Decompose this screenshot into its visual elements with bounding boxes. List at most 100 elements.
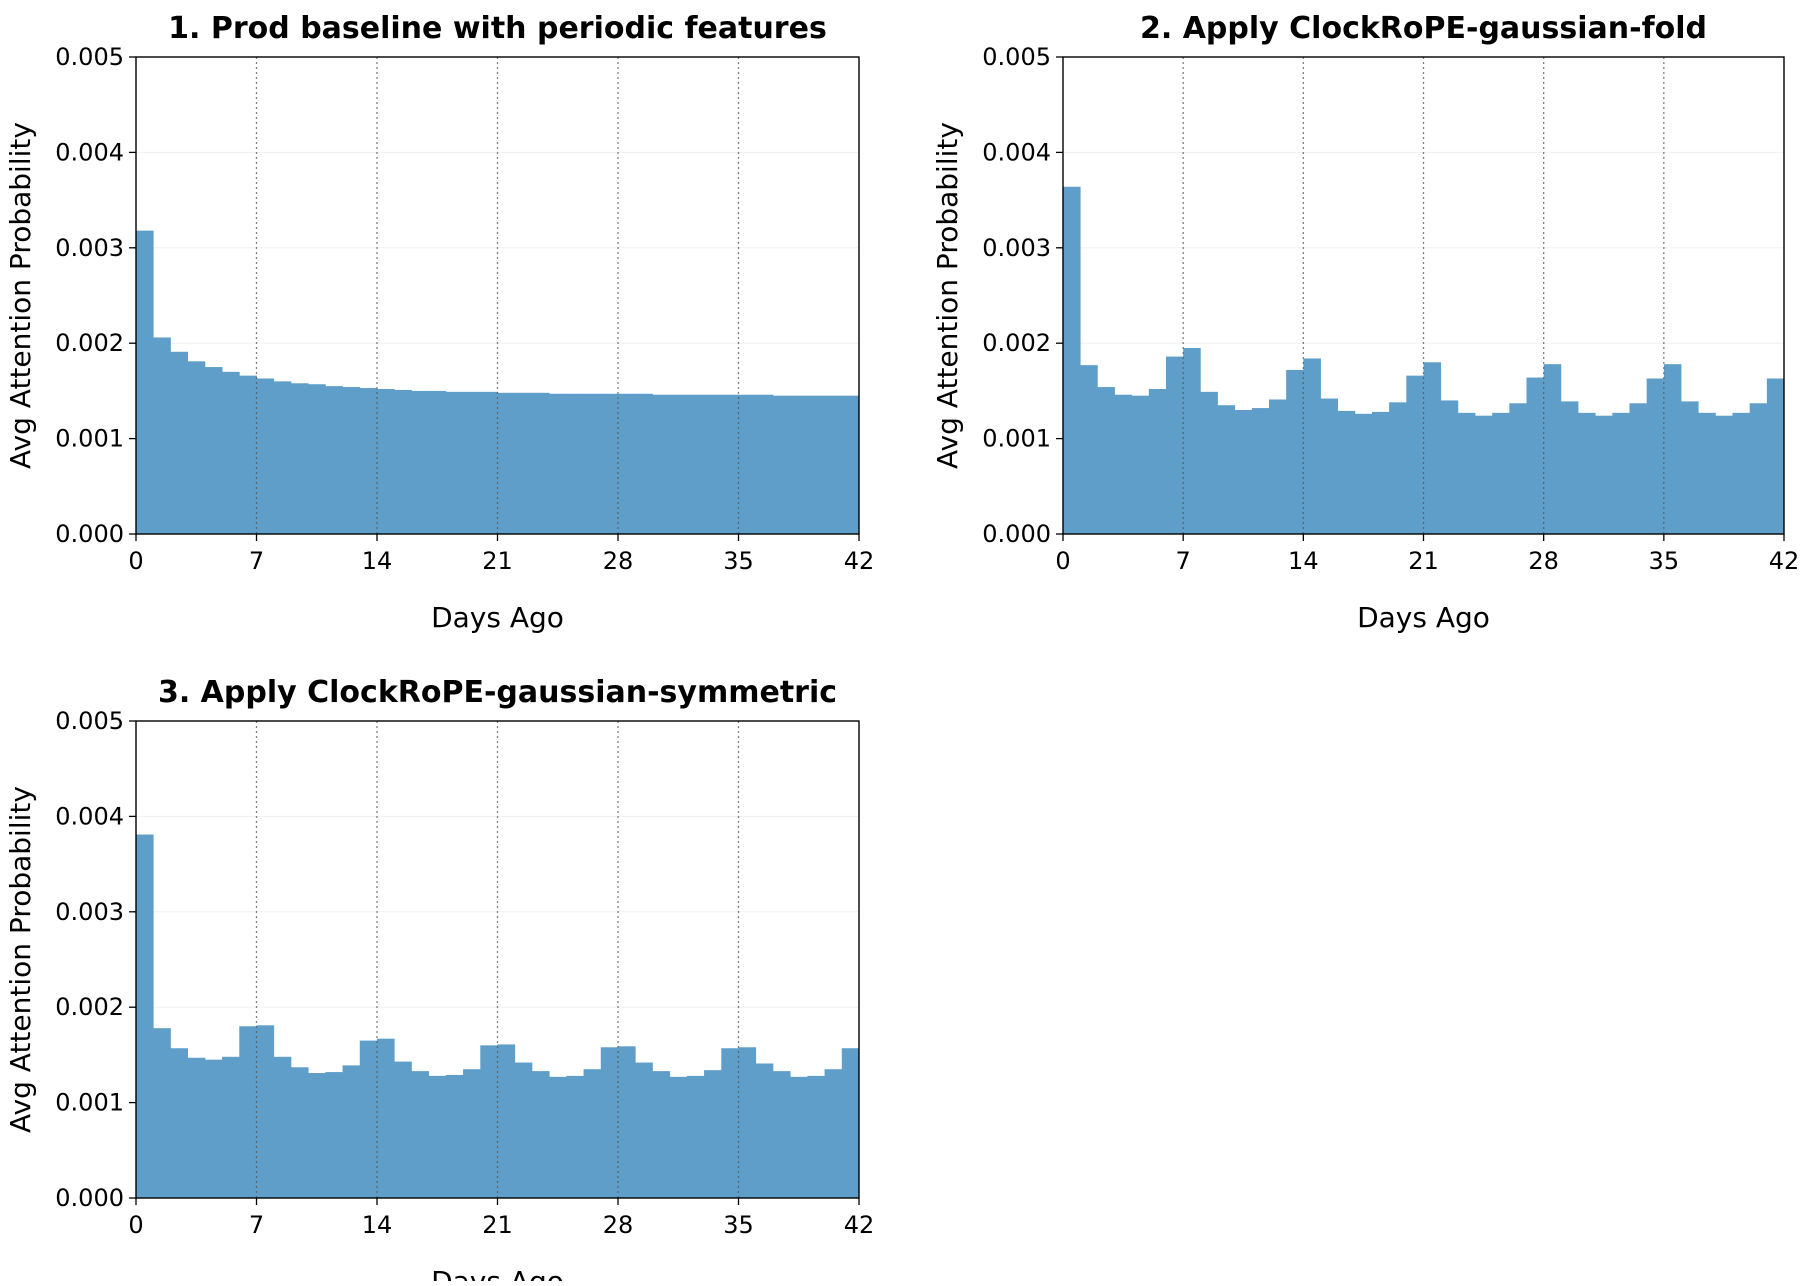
bar [1269,399,1287,534]
bar [790,1076,808,1198]
y-axis-label: Avg Attention Probability [4,122,37,469]
bar [239,375,257,534]
y-tick-label: 0.005 [55,43,124,71]
x-tick-label: 42 [1769,547,1800,575]
bar [1440,400,1459,534]
bar [204,1059,223,1198]
bar [394,389,412,534]
bar [463,391,481,534]
bar [1595,415,1613,534]
x-tick-label: 14 [362,547,393,575]
x-tick-label: 0 [1055,547,1070,575]
bar [1629,403,1648,534]
bar [445,1074,464,1198]
bar [136,834,154,1198]
bar [738,394,757,534]
bar [514,392,533,534]
bar [1526,377,1545,534]
bar [549,1076,567,1198]
bar [1578,412,1596,534]
x-tick-label: 0 [128,547,143,575]
x-axis-label: Days Ago [431,1265,564,1281]
bar [618,393,636,534]
bar [1492,412,1510,534]
bar [273,1056,292,1198]
bar [428,390,447,534]
bar [1080,365,1098,534]
bar [824,395,843,534]
bar [652,394,671,534]
bar [497,1044,516,1198]
bar [136,230,154,535]
bar [342,1065,361,1198]
bar [1389,402,1407,534]
bar [445,391,464,534]
x-tick-label: 7 [249,1211,264,1239]
x-tick-label: 14 [362,1211,393,1239]
y-tick-label: 0.001 [982,425,1051,453]
bar [411,1071,430,1198]
bar [1114,394,1133,534]
y-tick-label: 0.004 [55,802,124,830]
bar [170,1048,189,1198]
bar [738,1047,757,1198]
bar [686,1075,705,1198]
x-axis-label: Days Ago [1357,601,1490,634]
bar [1200,391,1218,534]
bar [411,390,430,534]
chart-title: 2. Apply ClockRoPE-gaussian-fold [1140,11,1707,46]
bar [669,394,688,534]
bar [600,393,619,534]
bar [1715,415,1733,534]
x-tick-label: 35 [723,1211,754,1239]
bar [790,395,808,534]
bar [772,1071,791,1198]
bar [428,1075,447,1198]
x-tick-label: 28 [603,1211,634,1239]
bar [1543,364,1562,534]
bar [290,383,309,534]
bar [1681,401,1699,534]
y-tick-label: 0.000 [55,1184,124,1212]
bar [187,361,206,534]
bar [256,378,275,534]
y-tick-label: 0.003 [55,898,124,926]
bar [222,1056,240,1198]
bar [1148,388,1167,534]
bar [1475,415,1493,534]
bar [583,1069,602,1198]
bar [1251,408,1270,534]
y-axis-label: Avg Attention Probability [931,122,964,469]
bar [377,388,395,534]
bar [1183,347,1201,534]
bar [669,1076,688,1198]
x-tick-label: 7 [1176,547,1191,575]
bar [1457,412,1476,534]
bar [153,337,171,534]
bar [1766,378,1785,534]
bar [222,371,240,534]
bar [721,1048,739,1198]
bar [704,394,722,534]
y-tick-label: 0.002 [55,993,124,1021]
y-tick-label: 0.004 [982,138,1051,166]
x-tick-label: 14 [1288,547,1319,575]
bar [1732,412,1751,534]
bar [187,1057,206,1198]
chart-panel-2: 0 7 14 21 28 35 42 0.000 0.001 0.002 0.003 0.004 0.0… [931,11,1799,634]
bar [153,1028,171,1198]
bar [721,394,739,534]
y-tick-label: 0.005 [55,707,124,735]
bar [170,351,189,534]
bar [308,384,326,534]
bar [1063,186,1081,534]
bar [652,1071,671,1198]
bar [325,386,343,534]
bar [325,1072,343,1198]
y-tick-label: 0.005 [982,43,1051,71]
x-axis-label: Days Ago [431,601,564,634]
y-tick-label: 0.003 [55,234,124,262]
bar [531,392,550,534]
x-tick-label: 21 [482,547,513,575]
bar [463,1069,481,1198]
